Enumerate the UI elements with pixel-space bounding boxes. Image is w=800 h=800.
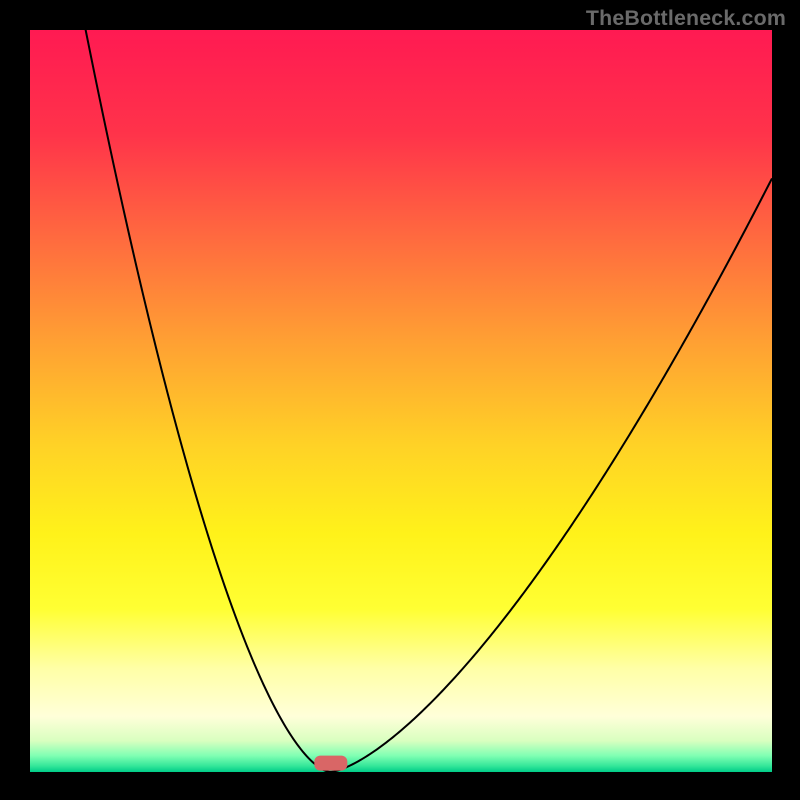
watermark-text: TheBottleneck.com — [586, 6, 786, 31]
minimum-marker — [314, 756, 347, 771]
bottleneck-chart — [30, 30, 772, 772]
bottleneck-curve — [30, 30, 772, 772]
bottleneck-curve-path — [30, 30, 772, 772]
